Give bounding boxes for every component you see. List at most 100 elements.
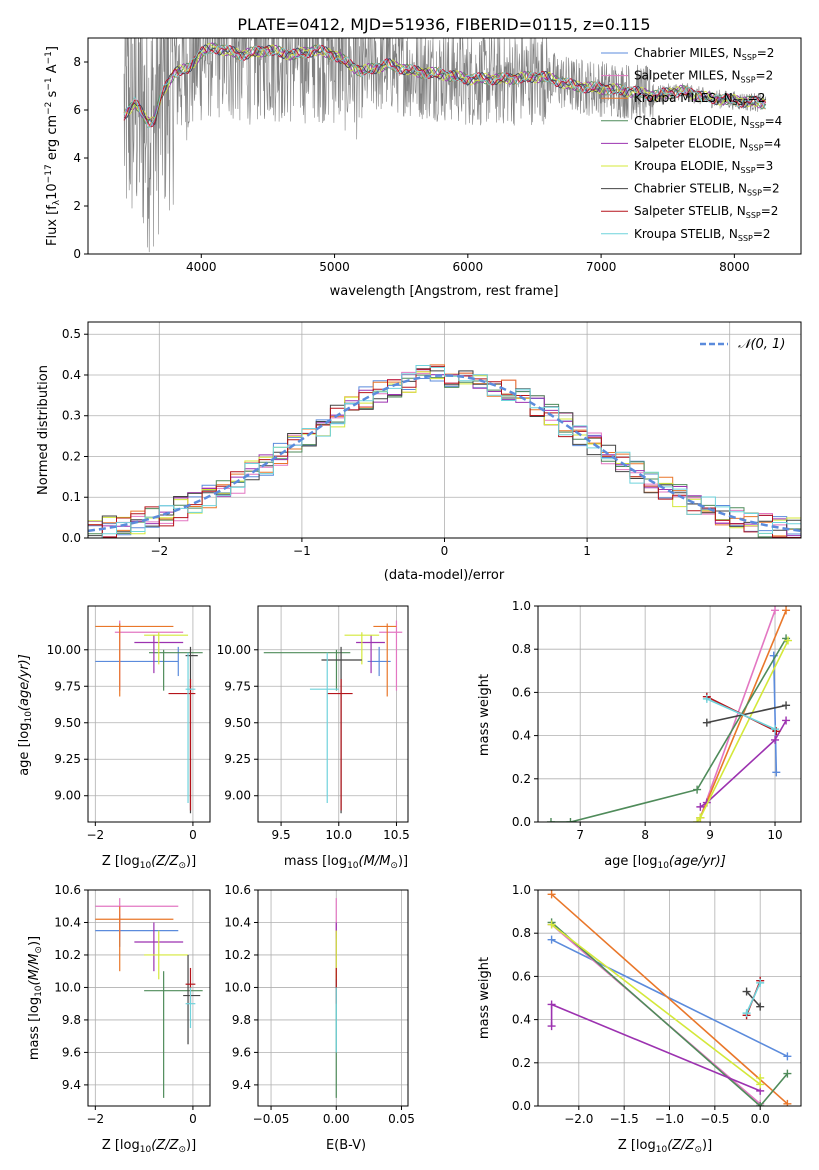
marker-chabrier_elodie [566, 818, 575, 822]
axes-frame [87, 889, 211, 1107]
residual-ylabel: Normed distribution [36, 365, 51, 495]
y-tick-label: 10.0 [54, 980, 81, 994]
marker-salpeter_miles [771, 606, 780, 615]
line-kroupa_stelib [745, 982, 761, 1014]
marker-chabrier_elodie [546, 818, 555, 822]
x-tick-label: 0 [189, 828, 197, 842]
y-tick-label: 6 [73, 103, 81, 117]
y-tick-label: 10.00 [217, 643, 251, 657]
line-chabrier_elodie [551, 637, 787, 822]
x-tick-label: 0 [189, 1112, 197, 1126]
y-tick-label: 0.2 [62, 449, 81, 463]
y-tick-label: 0.0 [512, 1099, 531, 1113]
histogram-salpeter_stelib [88, 366, 801, 538]
legend-label-chabrier_stelib: Chabrier STELIB, NSSP=2 [634, 182, 780, 198]
y-tick-label: 9.75 [224, 679, 251, 693]
legend-label-salpeter_stelib: Salpeter STELIB, NSSP=2 [634, 204, 778, 220]
marker-kroupa_miles [782, 606, 791, 615]
y-tick-label: 0.4 [62, 368, 81, 382]
x-tick-label: 8 [641, 828, 649, 842]
model-spectrum-salpeter_stelib [123, 45, 767, 128]
axes-frame [87, 605, 211, 823]
x-tick-label: −2 [150, 544, 168, 558]
x-tick-label: 0 [441, 544, 449, 558]
x-tick-label: −0.5 [700, 1112, 729, 1126]
y-tick-label: 9.25 [54, 752, 81, 766]
marker-kroupa_elodie [693, 818, 702, 822]
x-tick-label: 6000 [453, 260, 484, 274]
marker-kroupa_stelib [756, 978, 765, 987]
line-chabrier_miles [772, 655, 778, 773]
y-tick-label: 10.00 [47, 643, 81, 657]
y-tick-label: 9.50 [224, 716, 251, 730]
p8-xlabel: Z [log10(Z/Z⊙)] [618, 1138, 712, 1155]
y-tick-label: 9.75 [54, 679, 81, 693]
x-tick-label: −1.0 [655, 1112, 684, 1126]
line-salpeter_elodie [699, 720, 787, 808]
y-tick-label: 0.4 [512, 1013, 531, 1027]
model-spectrum-kroupa_stelib [123, 44, 767, 129]
residual-panel: −2 −1 0 1 2 0.0 0.1 0.2 0.3 0.4 0.5 [62, 321, 802, 558]
x-tick-label: −1 [293, 544, 311, 558]
marker-kroupa_elodie [756, 1073, 765, 1082]
x-tick-label: 9 [706, 828, 714, 842]
y-tick-label: 0.6 [512, 685, 531, 699]
y-tick-label: 10.2 [224, 948, 251, 962]
p5-ylabel: mass weight [477, 674, 492, 756]
y-tick-label: 0.2 [512, 772, 531, 786]
y-tick-label: 1.0 [512, 599, 531, 613]
y-tick-label: 10.6 [224, 883, 251, 897]
p8-ylabel: mass weight [477, 957, 492, 1039]
legend-label-kroupa_miles: Kroupa MILES, NSSP=2 [634, 91, 765, 107]
marker-kroupa_elodie [696, 813, 705, 822]
gauss-legend: 𝒩(0, 1) [700, 337, 785, 352]
marker-salpeter_elodie [547, 1022, 556, 1031]
marker-chabrier_elodie [693, 785, 702, 794]
line-salpeter_elodie [550, 1003, 761, 1092]
mass-vs-ebv-panel: −0.05 0.00 0.05 9.4 9.6 9.8 10.0 10.2 10.4 10.6 [224, 883, 415, 1126]
line-chabrier_stelib [706, 704, 787, 724]
mass-vs-z-panel: −2 0 9.4 9.6 9.8 10.0 10.2 10.4 10.6 [54, 883, 211, 1126]
p3-ylabel: age [log10(age/yr)] [17, 654, 34, 776]
marker-chabrier_elodie [783, 1069, 792, 1078]
y-tick-label: 2 [73, 199, 81, 213]
marker-chabrier_stelib [702, 718, 711, 727]
marker-chabrier_miles [783, 1052, 792, 1061]
marker-kroupa_stelib [702, 694, 711, 703]
legend-label-chabrier_elodie: Chabrier ELODIE, NSSP=4 [634, 114, 782, 130]
errorbars [95, 898, 203, 1098]
x-tick-label: 10.0 [325, 828, 352, 842]
y-tick-label: 9.50 [54, 716, 81, 730]
marker-chabrier_elodie [756, 1102, 765, 1106]
marker-chabrier_stelib [742, 987, 751, 996]
x-tick-label: 8000 [719, 260, 750, 274]
y-tick-label: 4 [73, 151, 81, 165]
y-tick-label: 10.4 [54, 915, 81, 929]
marker-salpeter_elodie [547, 1000, 556, 1009]
spectrum-legend: Chabrier MILES, NSSP=2 Salpeter MILES, NS… [601, 46, 782, 243]
axes-frame [257, 889, 409, 1107]
y-tick-label: 0.6 [512, 969, 531, 983]
spectrum-lines [123, 38, 767, 253]
marker-chabrier_stelib [756, 1002, 765, 1011]
y-tick-label: 9.4 [62, 1078, 81, 1092]
marker-chabrier_miles [772, 768, 781, 777]
errorbars [95, 620, 203, 814]
y-tick-label: 0.4 [512, 729, 531, 743]
legend-label-salpeter_elodie: Salpeter ELODIE, NSSP=4 [634, 136, 781, 152]
y-tick-label: 8 [73, 55, 81, 69]
y-tick-label: 10.0 [224, 980, 251, 994]
x-tick-label: 2 [726, 544, 734, 558]
marker-kroupa_miles [547, 890, 556, 899]
marker-kroupa_stelib [742, 1009, 751, 1018]
p5-xlabel: age [log10(age/yr)] [604, 854, 726, 871]
x-tick-label: −1.5 [610, 1112, 639, 1126]
legend-label-kroupa_stelib: Kroupa STELIB, NSSP=2 [634, 227, 771, 243]
x-tick-label: 0.00 [323, 1112, 350, 1126]
residual-xlabel: (data-model)/error [384, 568, 505, 583]
y-tick-label: 9.25 [224, 752, 251, 766]
p4-xlabel: mass [log10(M/M⊙)] [284, 854, 408, 871]
p3-xlabel: Z [log10(Z/Z⊙)] [102, 854, 196, 871]
x-tick-label: −2.0 [564, 1112, 593, 1126]
